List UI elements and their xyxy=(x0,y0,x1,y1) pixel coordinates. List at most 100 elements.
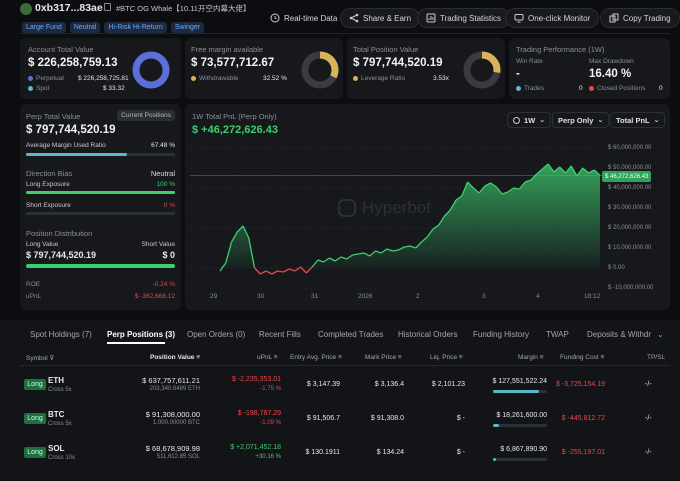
pnl-line-segment xyxy=(398,246,405,251)
x-tick-label: 2 xyxy=(416,293,420,300)
pnl-line-segment xyxy=(467,181,474,189)
margin-ratio-track xyxy=(26,153,175,156)
row-funding-cost: $ -445,812.72 xyxy=(561,415,605,422)
pnl-line-segment xyxy=(265,270,273,275)
winrate-label: Win Rate xyxy=(516,58,543,65)
tab-deposits-withdraw[interactable]: Deposits & Withdraw xyxy=(587,330,651,339)
sort-icon[interactable]: ≡ xyxy=(196,354,201,361)
pnl-line-segment xyxy=(260,270,267,275)
col-funding-label: Funding Cost xyxy=(560,354,599,361)
tab-funding-history[interactable]: Funding History xyxy=(473,330,530,339)
tab-perp-positions[interactable]: Perp Positions (3) xyxy=(107,330,176,339)
col-upnl[interactable]: uPnL ≡ xyxy=(257,354,278,361)
col-funding-cost[interactable]: Funding Cost ≡ xyxy=(560,354,604,361)
withdraw-label: Withdrawable xyxy=(199,75,239,82)
margin-ratio-value: 67.48 % xyxy=(151,142,175,149)
row-mode: Cross 10x xyxy=(48,455,76,461)
avatar[interactable] xyxy=(20,3,32,15)
y-tick-label: $ -10,000,000.00 xyxy=(608,285,654,291)
timeframe-value: 1W xyxy=(524,115,536,125)
pnl-line-segment xyxy=(300,266,307,274)
withdraw-value: 32.52 % xyxy=(263,75,287,82)
copy-trading-button[interactable]: Copy Trading xyxy=(600,8,680,28)
col-tpsl: TP/SL xyxy=(647,354,666,361)
leverage-value: 3.53x xyxy=(433,75,449,82)
tab-twap[interactable]: TWAP xyxy=(546,330,569,339)
tabs-expand-icon[interactable]: ⌄ xyxy=(657,330,664,339)
pnl-line-segment xyxy=(346,254,353,260)
row-tpsl[interactable]: -/- xyxy=(645,415,652,422)
metric-value: Total PnL xyxy=(616,115,650,125)
sort-icon[interactable]: ≡ xyxy=(539,354,544,361)
col-margin[interactable]: Margin ≡ xyxy=(518,354,543,361)
copy-icon[interactable] xyxy=(104,3,111,11)
scope-dropdown[interactable]: Perp Only ⌄ xyxy=(552,112,610,128)
row-tpsl[interactable]: -/- xyxy=(645,449,652,456)
account-card: Account Total Value $ 226,258,759.13 Per… xyxy=(20,38,181,99)
timeframe-dropdown[interactable]: 1W ⌄ xyxy=(507,112,552,128)
pnl-line-segment xyxy=(294,266,301,272)
sort-icon[interactable]: ≡ xyxy=(337,354,342,361)
table-row[interactable] xyxy=(20,0,670,34)
margin-ratio-fill xyxy=(26,153,127,156)
row-symbol[interactable]: BTC xyxy=(48,410,65,419)
roe-label: ROE xyxy=(26,281,41,288)
row-entry-price: $ 130.1911 xyxy=(305,449,340,456)
current-positions-badge[interactable]: Current Positions xyxy=(117,110,175,121)
winrate-value: - xyxy=(516,68,520,80)
pnl-line-segment xyxy=(375,250,382,254)
row-entry-price: $ 91,506.7 xyxy=(306,415,340,422)
realtime-data-button[interactable]: Real-time Data xyxy=(262,8,345,28)
tab-historical-orders[interactable]: Historical Orders xyxy=(398,330,458,339)
row-tpsl[interactable]: -/- xyxy=(645,381,652,388)
col-liq-price[interactable]: Liq. Price ≡ xyxy=(430,354,463,361)
tab-recent-fills[interactable]: Recent Fills xyxy=(259,330,301,339)
row-symbol[interactable]: ETH xyxy=(48,376,64,385)
stats-label: Trading Statistics xyxy=(440,13,502,23)
filter-icon[interactable]: ⊽ xyxy=(49,355,55,362)
row-mark-price: $ 134.24 xyxy=(376,449,404,456)
tab-open-orders[interactable]: Open Orders (0) xyxy=(187,330,246,339)
sort-icon[interactable]: ≡ xyxy=(397,354,402,361)
pnl-line-segment xyxy=(564,165,572,174)
col-symbol[interactable]: Symbol ⊽ xyxy=(26,354,54,362)
one-click-monitor-button[interactable]: One-click Monitor xyxy=(505,8,600,28)
row-margin-track xyxy=(493,424,547,427)
row-upnl-pct: -1.75 % xyxy=(260,386,281,392)
wallet-tag: #BTC OG Whale【10.11开空内幕大佬】 xyxy=(116,4,251,13)
col-mark-price[interactable]: Mark Price ≡ xyxy=(365,354,402,361)
tab-completed-trades[interactable]: Completed Trades xyxy=(318,330,384,339)
col-position-value[interactable]: Position Value ≡ xyxy=(150,354,200,361)
trades-label: Trades xyxy=(524,85,544,92)
pnl-line-segment xyxy=(358,252,365,255)
y-tick-label: $ 50,000,000.00 xyxy=(608,165,652,171)
sort-icon[interactable]: ≡ xyxy=(273,354,278,361)
clock-icon-small xyxy=(513,116,520,124)
row-symbol[interactable]: SOL xyxy=(48,444,65,453)
row-liq-price: $ - xyxy=(456,415,465,422)
pnl-line-segment xyxy=(461,181,469,197)
position-value: $ 797,744,520.19 xyxy=(353,57,443,69)
pnl-chart xyxy=(190,147,605,289)
pnl-line-segment xyxy=(323,257,330,263)
chevron-down-icon: ⌄ xyxy=(539,117,546,124)
side-badge: Long xyxy=(24,447,46,458)
pnl-line-segment xyxy=(478,185,486,194)
sort-icon[interactable]: ≡ xyxy=(600,354,605,361)
sort-icon[interactable]: ≡ xyxy=(458,354,463,361)
pnl-line-segment xyxy=(352,253,359,256)
pill-swinger: Swinger xyxy=(170,22,205,33)
row-position-value: $ 91,308,000.00 xyxy=(145,410,200,419)
long-exposure-label: Long Exposure xyxy=(26,181,70,188)
tag-pills: Large Fund Neutral Hi-Risk Hi-Return Swinge… xyxy=(22,16,208,34)
metric-dropdown[interactable]: Total PnL ⌄ xyxy=(610,112,666,128)
row-upnl: $ -2,235,353.01 xyxy=(231,376,281,383)
margin-title: Free margin available xyxy=(191,45,264,54)
row-liq-price: $ 2,101.23 xyxy=(431,381,465,388)
tab-spot-holdings[interactable]: Spot Holdings (7) xyxy=(30,330,92,339)
table-header xyxy=(20,348,670,366)
short-value-label: Short Value xyxy=(141,241,175,248)
monitor-label: One-click Monitor xyxy=(528,13,591,23)
drawdown-value: 16.40 % xyxy=(589,68,632,80)
col-entry-price[interactable]: Entry Avg. Price ≡ xyxy=(290,354,342,361)
